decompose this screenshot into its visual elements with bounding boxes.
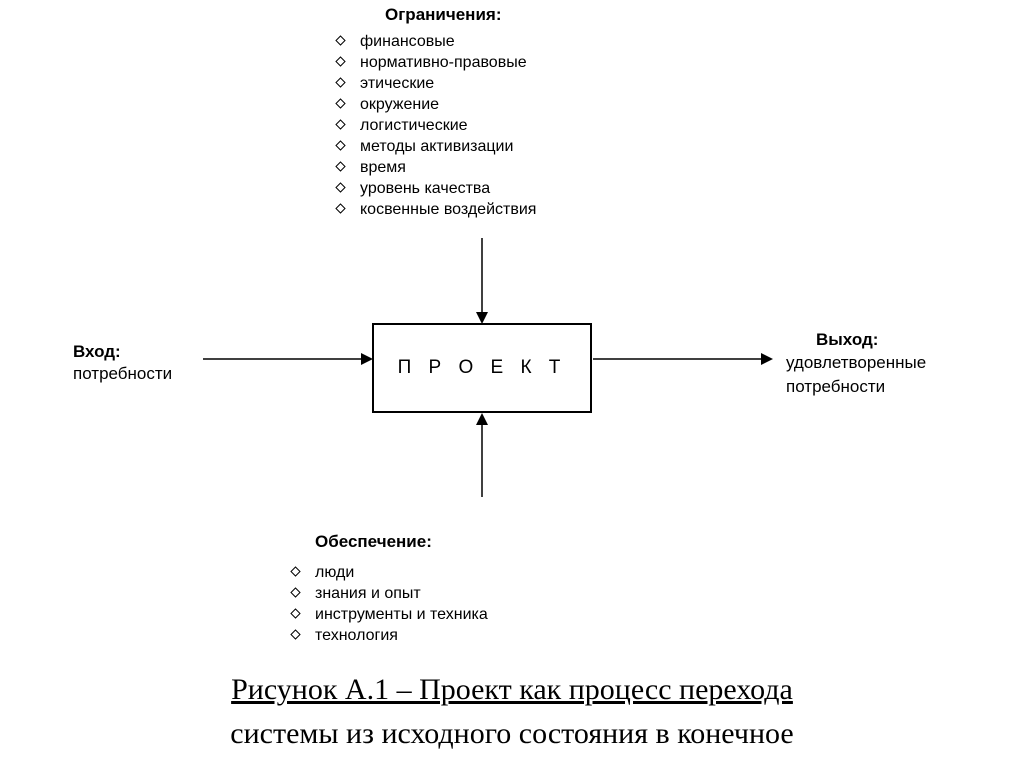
item-text: финансовые — [360, 33, 455, 50]
diamond-bullet-icon — [290, 587, 301, 598]
item-text: знания и опыт — [315, 585, 421, 602]
item-text: окружение — [360, 96, 439, 113]
output-text-line2: потребности — [786, 376, 926, 398]
input-text: потребности — [73, 364, 172, 384]
diamond-bullet-icon — [335, 182, 346, 193]
list-item: технология — [290, 625, 488, 646]
item-text: нормативно-правовые — [360, 54, 527, 71]
item-text: время — [360, 159, 406, 176]
caption-line2: системы из исходного состояния в конечно… — [230, 717, 793, 750]
provision-block: Обеспечение: люди знания и опыт инструме… — [290, 532, 488, 646]
diamond-bullet-icon — [335, 140, 346, 151]
list-item: время — [335, 157, 536, 178]
provision-list: люди знания и опыт инструменты и техника… — [290, 562, 488, 646]
list-item: уровень качества — [335, 178, 536, 199]
list-item: нормативно-правовые — [335, 52, 536, 73]
input-title: Вход: — [73, 342, 172, 362]
diamond-bullet-icon — [290, 566, 301, 577]
arrow-up-icon — [473, 413, 491, 497]
list-item: окружение — [335, 94, 536, 115]
item-text: методы активизации — [360, 138, 513, 155]
list-item: логистические — [335, 115, 536, 136]
diamond-bullet-icon — [335, 77, 346, 88]
arrow-down-icon — [473, 238, 491, 324]
item-text: инструменты и техника — [315, 606, 488, 623]
constraints-title: Ограничения: — [335, 5, 536, 25]
figure-caption: Рисунок А.1 – Проект как процесс переход… — [0, 668, 1024, 756]
list-item: инструменты и техника — [290, 604, 488, 625]
arrow-right-icon — [593, 350, 773, 368]
item-text: этические — [360, 75, 434, 92]
output-title: Выход: — [786, 330, 926, 350]
provision-title: Обеспечение: — [290, 532, 488, 552]
caption-line1: Рисунок А.1 – Проект как процесс переход… — [231, 673, 793, 706]
item-text: логистические — [360, 117, 468, 134]
diamond-bullet-icon — [335, 98, 346, 109]
list-item: люди — [290, 562, 488, 583]
diamond-bullet-icon — [290, 629, 301, 640]
input-block: Вход: потребности — [73, 342, 172, 384]
list-item: знания и опыт — [290, 583, 488, 604]
diamond-bullet-icon — [335, 203, 346, 214]
diamond-bullet-icon — [290, 608, 301, 619]
output-text-line1: удовлетворенные — [786, 352, 926, 374]
arrow-right-icon — [203, 350, 373, 368]
item-text: технология — [315, 627, 398, 644]
list-item: этические — [335, 73, 536, 94]
list-item: финансовые — [335, 31, 536, 52]
item-text: уровень качества — [360, 180, 490, 197]
constraints-block: Ограничения: финансовые нормативно-право… — [335, 5, 536, 220]
diamond-bullet-icon — [335, 56, 346, 67]
output-block: Выход: удовлетворенные потребности — [786, 330, 926, 398]
list-item: косвенные воздействия — [335, 199, 536, 220]
list-item: методы активизации — [335, 136, 536, 157]
project-box: П Р О Е К Т — [372, 323, 592, 413]
diamond-bullet-icon — [335, 35, 346, 46]
project-label: П Р О Е К Т — [398, 357, 567, 379]
item-text: люди — [315, 564, 354, 581]
constraints-list: финансовые нормативно-правовые этические… — [335, 31, 536, 220]
diamond-bullet-icon — [335, 161, 346, 172]
item-text: косвенные воздействия — [360, 201, 536, 218]
diamond-bullet-icon — [335, 119, 346, 130]
